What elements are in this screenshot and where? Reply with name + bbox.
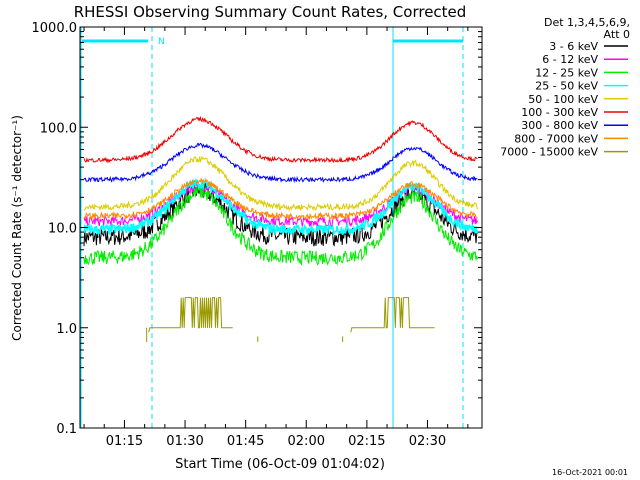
legend-label: 100 - 300 keV (521, 106, 598, 119)
series-line-12-25kev (83, 185, 478, 266)
legend-label: 6 - 12 keV (542, 53, 598, 66)
legend-header-line-2: Att 0 (604, 28, 630, 41)
legend-label: 3 - 6 keV (549, 40, 598, 53)
x-tick-label: 01:15 (106, 434, 143, 449)
y-tick-label: 0.1 (56, 422, 77, 437)
legend-label: 7000 - 15000 keV (500, 146, 598, 159)
timestamp: 16-Oct-2021 00:01 (552, 468, 628, 477)
series-line-6-12kev (83, 181, 478, 228)
x-tick-label: 02:00 (288, 434, 325, 449)
legend-label: 300 - 800 keV (521, 119, 598, 132)
legend-label: 12 - 25 keV (535, 66, 598, 79)
x-tick-label: 02:15 (348, 434, 385, 449)
chart-title: RHESSI Observing Summary Count Rates, Co… (74, 3, 467, 21)
x-axis-label: Start Time (06-Oct-09 01:04:02) (175, 457, 385, 472)
series-line-100-300kev (83, 115, 478, 164)
x-tick-label: 02:30 (409, 434, 446, 449)
y-tick-label: 100.0 (40, 121, 77, 136)
y-axis-label: Corrected Count Rate (s⁻¹ detector⁻¹) (10, 115, 24, 341)
y-tick-label: 1.0 (56, 322, 77, 337)
series-line-300-800kev (83, 142, 478, 184)
series-line-50-100kev (83, 155, 478, 212)
legend-header-line-1: Det 1,3,4,5,6,9, (544, 16, 630, 29)
legend-label: 800 - 7000 keV (514, 132, 598, 145)
x-tick-label: 01:45 (227, 434, 264, 449)
plot-area: N (80, 27, 479, 428)
series-line-800-7000kev (83, 177, 478, 221)
series-line-7000-15000kev (148, 297, 435, 333)
y-tick-label: 10.0 (48, 222, 77, 237)
sun-marker-label: N (158, 37, 165, 47)
series-line-25-50kev (83, 177, 479, 237)
axes: 1000.0 100.0 10.0 1.0 0.1 01:15 01:30 01:45 02:0… (32, 21, 482, 449)
legend-label: 50 - 100 keV (528, 93, 598, 106)
x-tick-label: 01:30 (166, 434, 203, 449)
y-tick-label: 1000.0 (32, 21, 78, 36)
legend-label: 25 - 50 keV (535, 80, 598, 93)
